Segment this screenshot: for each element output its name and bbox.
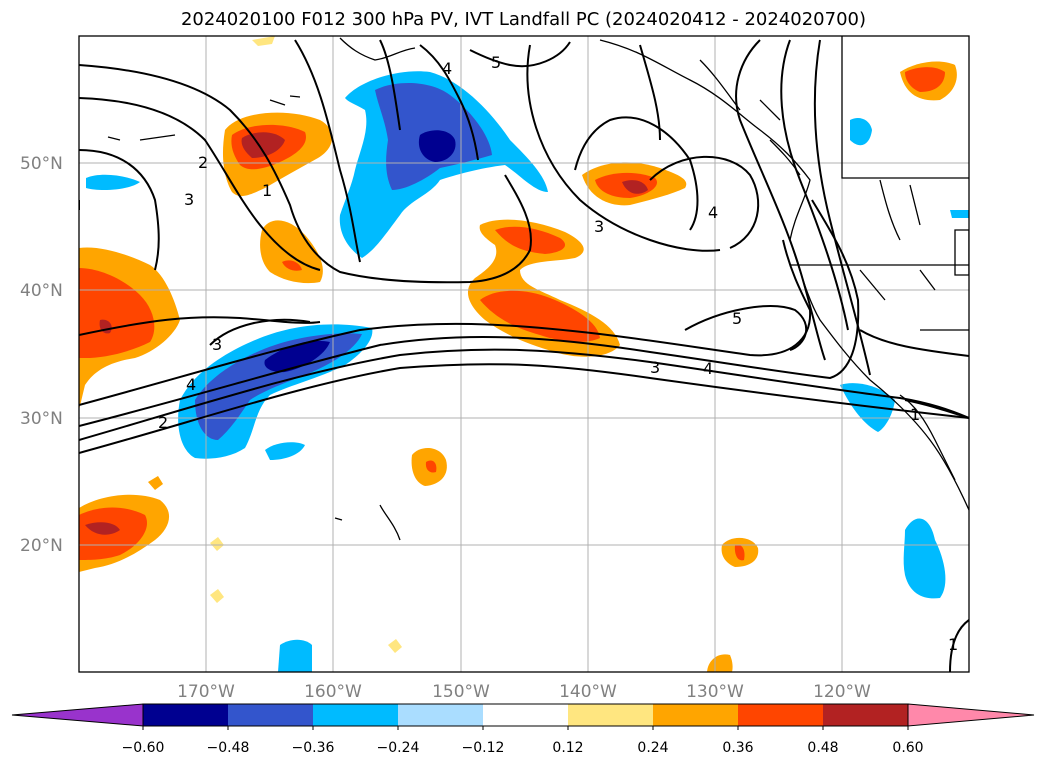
colorbar-segment [398, 704, 483, 726]
contour-label: 3 [594, 217, 604, 236]
blue-shade-south-core [264, 340, 330, 373]
contour-labels: 5 4 2 3 1 3 4 5 3 4 3 4 2 1 1 [158, 53, 958, 654]
longitude-labels: 170°W 160°W 150°W 140°W 130°W 120°W [177, 682, 871, 702]
contour-label: 5 [732, 309, 742, 328]
colorbar-segment [313, 704, 398, 726]
contour-label: 3 [212, 335, 222, 354]
lat-label: 40°N [20, 281, 63, 301]
colorbar-tick-label: 0.12 [552, 740, 583, 756]
map-title: 2024020100 F012 300 hPa PV, IVT Landfall… [180, 9, 867, 30]
pv-shading [79, 36, 969, 672]
colorbar-tick-label: −0.60 [122, 740, 165, 756]
contour-label: 3 [650, 358, 660, 377]
colorbar-tick-label: 0.48 [807, 740, 838, 756]
colorbar-tick-label: −0.24 [377, 740, 420, 756]
gridlines [79, 36, 969, 672]
map-area [79, 36, 969, 672]
lon-label: 150°W [432, 682, 490, 702]
contour-label: 2 [198, 153, 208, 172]
colorbar-segment [738, 704, 823, 726]
colorbar-tick-labels: −0.60 −0.48 −0.36 −0.24 −0.12 0.12 0.24 0.36 0.4… [122, 726, 924, 756]
blue-shade-north-core [418, 130, 456, 162]
contour-label: 2 [158, 413, 168, 432]
contour-label: 4 [442, 59, 452, 78]
lon-label: 170°W [177, 682, 235, 702]
colorbar-tick-label: 0.24 [637, 740, 668, 756]
contour-label: 5 [491, 53, 501, 72]
colorbar-tick-label: −0.48 [207, 740, 250, 756]
colorbar-segment [823, 704, 908, 726]
lat-label: 50°N [20, 154, 63, 174]
contour-label: 4 [708, 203, 718, 222]
contour-label: 4 [186, 375, 196, 394]
lon-label: 160°W [304, 682, 362, 702]
contour-label: 3 [184, 190, 194, 209]
colorbar [11, 703, 1035, 727]
colorbar-extend-high [907, 703, 1035, 727]
lon-label: 140°W [559, 682, 617, 702]
lat-label: 20°N [20, 536, 63, 556]
colorbar-segment [653, 704, 738, 726]
contour-label: 1 [910, 405, 920, 424]
colorbar-tick-label: −0.12 [462, 740, 505, 756]
contour-label: 4 [703, 359, 713, 378]
colorbar-segment [483, 704, 568, 726]
colorbar-tick-label: 0.36 [722, 740, 753, 756]
colorbar-tick-label: 0.60 [892, 740, 923, 756]
colorbar-extend-low [11, 703, 144, 727]
lon-label: 120°W [813, 682, 871, 702]
colorbar-segment [568, 704, 653, 726]
lat-label: 30°N [20, 409, 63, 429]
contour-label: 1 [262, 181, 272, 200]
coastlines [107, 36, 969, 541]
ivt-contours [79, 39, 969, 672]
map-frame [78, 35, 970, 673]
lon-label: 130°W [686, 682, 744, 702]
colorbar-segment [228, 704, 313, 726]
contour-label: 1 [948, 635, 958, 654]
colorbar-outline [142, 703, 909, 727]
colorbar-tick-label: −0.36 [292, 740, 335, 756]
colorbar-segment [143, 704, 228, 726]
latitude-labels: 50°N 40°N 30°N 20°N [20, 154, 63, 556]
